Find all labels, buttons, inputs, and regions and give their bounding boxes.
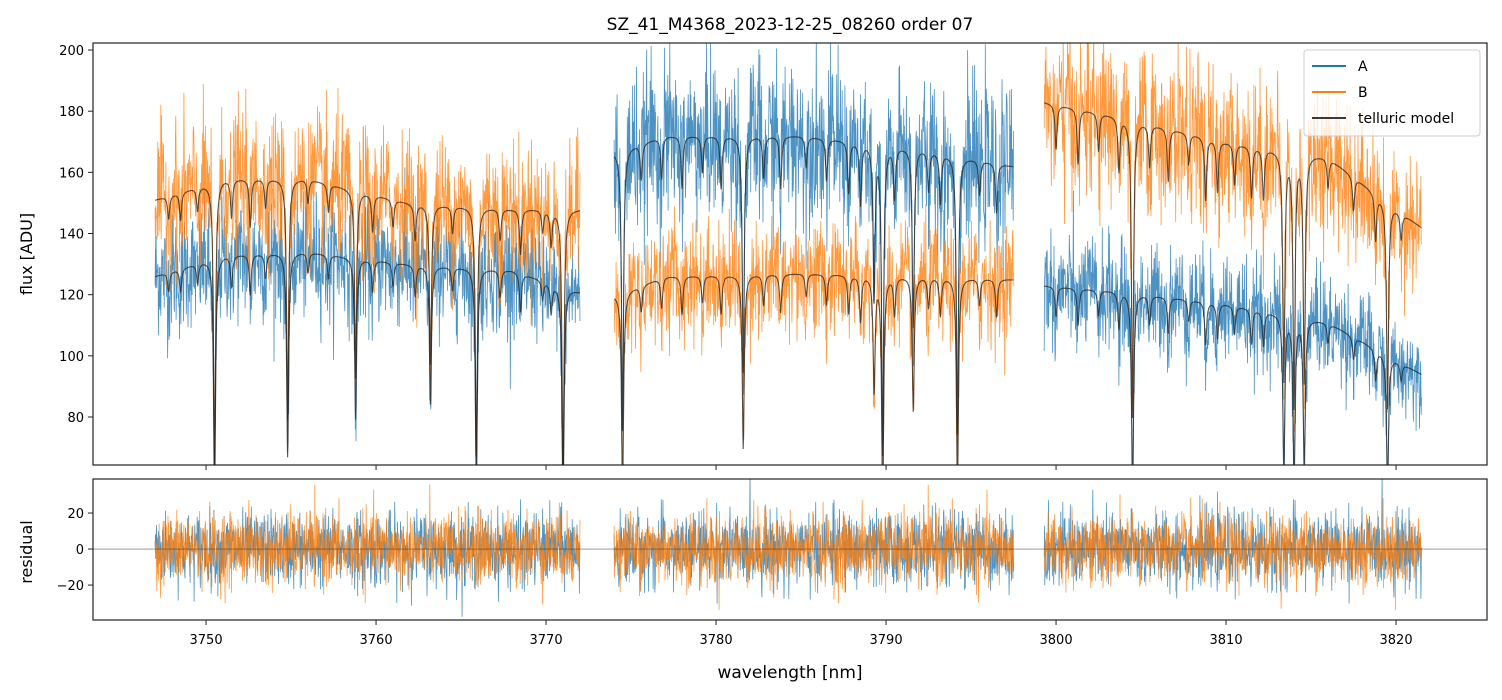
legend: A B telluric model (1303, 49, 1481, 137)
flux-series-b-segment-3 (1043, 43, 1422, 433)
telluric-model-a-segment-3 (1044, 285, 1422, 465)
residual-y-tick-label: 20 (67, 507, 84, 522)
residual-series-a-segment-2 (613, 479, 1014, 604)
x-tick-label: 3750 (190, 633, 223, 648)
telluric-model-a-segment-1 (154, 253, 581, 465)
telluric-model-b-segment-3 (1044, 102, 1422, 419)
x-tick-label: 3780 (700, 633, 733, 648)
flux-y-tick-label: 160 (59, 166, 84, 181)
legend-label-b: B (1358, 85, 1368, 101)
flux-y-tick-label: 100 (59, 350, 84, 365)
flux-y-label: flux [ADU] (17, 213, 36, 295)
residual-plot-area (93, 479, 1487, 617)
flux-y-tick-label: 200 (59, 44, 84, 59)
telluric-model-b-segment-1 (154, 180, 581, 465)
flux-y-tick-label: 80 (67, 411, 84, 426)
chart-title: SZ_41_M4368_2023-12-25_08260 order 07 (607, 15, 974, 35)
x-tick-label: 3810 (1210, 633, 1243, 648)
residual-axes: −20 0 20 3750 3760 3770 3780 3790 3800 3810 3820 (57, 478, 1488, 648)
residual-series-b-segment-1 (154, 484, 581, 605)
telluric-model-b-segment-2 (613, 273, 1014, 465)
flux-series-a-segment-2 (613, 43, 1014, 448)
flux-series-b-segment-2 (613, 189, 1014, 465)
legend-label-a: A (1358, 59, 1368, 75)
legend-label-model: telluric model (1358, 111, 1454, 127)
flux-axes-frame (92, 42, 1488, 466)
residual-series-b-segment-2 (613, 484, 1014, 611)
flux-axes: 80 100 120 140 160 180 200 (59, 42, 1488, 470)
flux-y-tick-label: 120 (59, 289, 84, 304)
flux-y-tick-label: 180 (59, 105, 84, 120)
residual-y-label: residual (17, 520, 36, 583)
flux-plot-area (154, 43, 1422, 465)
telluric-model-a-segment-2 (613, 136, 1014, 457)
x-tick-label: 3820 (1380, 633, 1413, 648)
flux-series-a-segment-3 (1043, 190, 1422, 465)
x-tick-label: 3800 (1040, 633, 1073, 648)
residual-y-tick-label: −20 (57, 579, 84, 594)
x-tick-label: 3790 (870, 633, 903, 648)
x-tick-label: 3760 (360, 633, 393, 648)
flux-series-b-segment-1 (154, 83, 581, 465)
residual-series-b-segment-3 (1043, 494, 1422, 611)
flux-y-tick-label: 140 (59, 228, 84, 243)
x-tick-label: 3770 (530, 633, 563, 648)
residual-y-tick-label: 0 (76, 543, 84, 558)
x-axis-label: wavelength [nm] (717, 663, 862, 683)
